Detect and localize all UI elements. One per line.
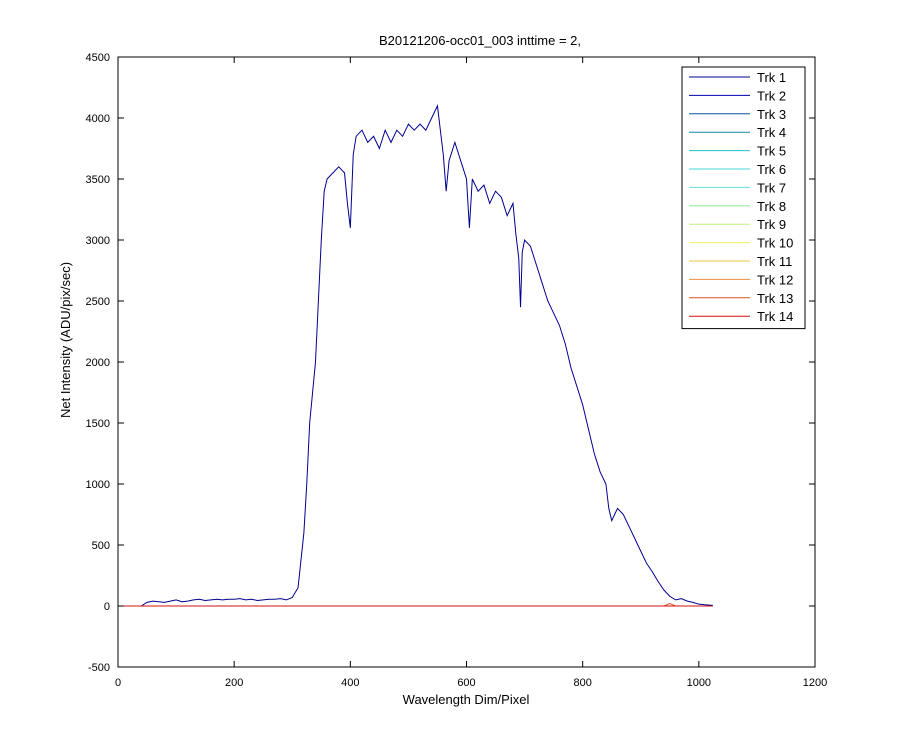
legend-label: Trk 13: [757, 291, 793, 306]
legend-label: Trk 12: [757, 272, 793, 287]
x-tick-label: 200: [225, 677, 243, 689]
legend-label: Trk 14: [757, 309, 793, 324]
legend-label: Trk 7: [757, 180, 786, 195]
x-tick-label: 800: [573, 677, 591, 689]
y-tick-label: 0: [104, 601, 110, 613]
legend-label: Trk 9: [757, 217, 786, 232]
chart-title: B20121206-occ01_003 inttime = 2,: [379, 33, 581, 48]
legend-box: [681, 66, 806, 330]
y-tick-label: 4500: [86, 52, 110, 64]
legend-label: Trk 1: [757, 70, 786, 85]
y-tick-label: 3000: [86, 235, 110, 247]
x-axis-label: Wavelength Dim/Pixel: [403, 692, 530, 707]
legend-label: Trk 6: [757, 162, 786, 177]
y-tick-label: 2000: [86, 357, 110, 369]
legend-label: Trk 2: [757, 88, 786, 103]
legend-label: Trk 5: [757, 144, 786, 159]
x-tick-label: 400: [341, 677, 359, 689]
series-line: [140, 104, 713, 607]
legend-label: Trk 8: [757, 199, 786, 214]
legend-label: Trk 4: [757, 125, 786, 140]
y-tick-label: 500: [92, 540, 110, 552]
legend-label: Trk 11: [757, 254, 792, 269]
y-tick-label: 1000: [86, 479, 110, 491]
x-tick-label: 600: [457, 677, 475, 689]
y-tick-label: 4000: [86, 113, 110, 125]
x-tick-label: 0: [115, 677, 121, 689]
y-tick-label: 3500: [86, 174, 110, 186]
y-tick-label: 1500: [86, 418, 110, 430]
legend-label: Trk 10: [757, 236, 793, 251]
y-tick-label: -500: [88, 662, 110, 674]
legend-label: Trk 3: [757, 107, 786, 122]
y-tick-label: 2500: [86, 296, 110, 308]
x-tick-label: 1000: [687, 677, 711, 689]
x-tick-label: 1200: [803, 677, 827, 689]
y-axis-label: Net Intensity (ADU/pix/sec): [58, 262, 73, 418]
